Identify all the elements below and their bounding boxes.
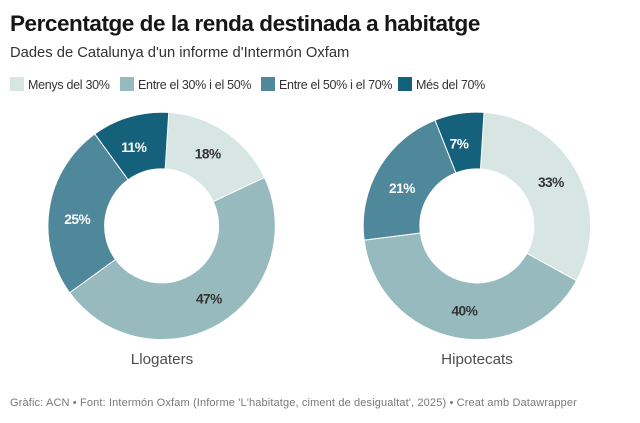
svg-text:47%: 47% [196, 292, 222, 307]
svg-text:33%: 33% [538, 175, 564, 190]
svg-text:11%: 11% [121, 140, 146, 155]
svg-text:21%: 21% [389, 181, 415, 196]
svg-text:7%: 7% [450, 137, 469, 152]
svg-text:40%: 40% [451, 304, 477, 319]
svg-text:18%: 18% [195, 147, 221, 162]
svg-text:25%: 25% [64, 212, 90, 227]
